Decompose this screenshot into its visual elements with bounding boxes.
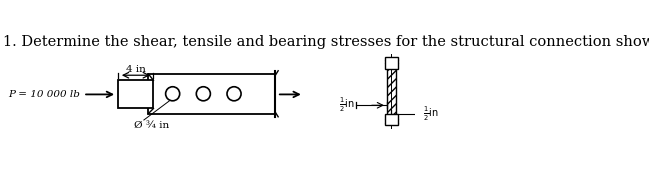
Text: $\frac{1}{2}$in: $\frac{1}{2}$in	[339, 96, 355, 114]
Text: 1. Determine the shear, tensile and bearing stresses for the structural connecti: 1. Determine the shear, tensile and bear…	[3, 35, 649, 49]
Text: $\frac{1}{2}$in: $\frac{1}{2}$in	[422, 104, 438, 123]
Text: 4 in: 4 in	[126, 65, 146, 74]
Bar	[149, 74, 275, 114]
Bar	[385, 114, 398, 125]
Text: P = 10 000 lb: P = 10 000 lb	[8, 90, 80, 99]
Bar	[118, 80, 153, 108]
Text: Ø ¾ in: Ø ¾ in	[134, 121, 169, 130]
Bar	[385, 57, 398, 68]
Bar	[387, 67, 396, 115]
